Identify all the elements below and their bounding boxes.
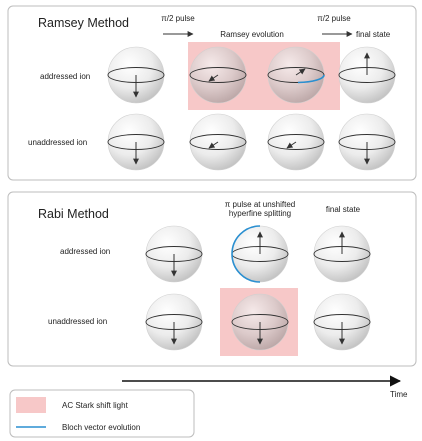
legend-box (9, 389, 195, 438)
legend-stark-swatch (16, 397, 46, 413)
legend-stark-label: AC Stark shift light (62, 401, 129, 410)
rabi-unaddressed-after-pulse (231, 293, 289, 351)
ramsey-addressed-evolved (267, 46, 325, 104)
rabi-row-addressed: addressed ion (60, 247, 110, 256)
legend-bloch-label: Bloch vector evolution (62, 423, 140, 432)
ramsey-unaddressed-final (338, 113, 396, 171)
rabi-pulse-label-line2: hyperfine splitting (229, 209, 291, 218)
ramsey-unaddressed-initial (107, 113, 165, 171)
rabi-addressed-final (313, 225, 371, 283)
bloch-evolution-arc (297, 74, 325, 84)
state-vector-arrow (208, 141, 219, 149)
bloch-evolution-arc (231, 225, 261, 283)
ramsey-addressed-after-pulse (189, 46, 247, 104)
ramsey-unaddressed-after-pulse (189, 113, 247, 171)
ramsey-row-unaddressed: unaddressed ion (28, 138, 87, 147)
ramsey-addressed-initial (107, 46, 165, 104)
ramsey-step1-label: π/2 pulse (161, 14, 195, 23)
state-vector-arrow (208, 74, 219, 82)
rabi-pulse-label-line1: π pulse at unshifted (225, 200, 295, 209)
ramsey-step2-label: π/2 pulse (317, 14, 351, 23)
state-vector-arrow (295, 68, 306, 76)
rabi-title: Rabi Method (38, 207, 109, 221)
ramsey-addressed-final (338, 46, 396, 104)
state-vector-arrow (286, 141, 297, 149)
rabi-unaddressed-final (313, 293, 371, 351)
ramsey-title: Ramsey Method (38, 16, 129, 30)
rabi-row-unaddressed: unaddressed ion (48, 317, 107, 326)
ramsey-final-label: final state (356, 30, 391, 39)
equator-ellipse (267, 134, 325, 150)
ramsey-unaddressed-evolved (267, 113, 325, 171)
ramsey-row-addressed: addressed ion (40, 72, 90, 81)
rabi-final-label: final state (326, 205, 361, 214)
rabi-unaddressed-initial (145, 293, 203, 351)
time-label: Time (390, 390, 408, 399)
rabi-addressed-initial (145, 225, 203, 283)
equator-ellipse (189, 67, 247, 83)
equator-ellipse (189, 134, 247, 150)
rabi-addressed-after-pulse (231, 225, 289, 283)
ramsey-evolution-label: Ramsey evolution (220, 30, 284, 39)
